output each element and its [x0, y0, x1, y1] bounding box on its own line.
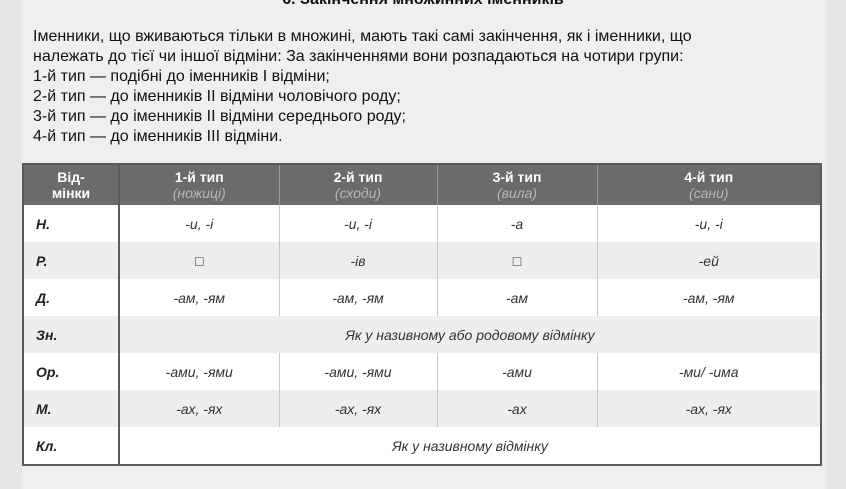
intro-line: належать до тієї чи іншої відміни: За за… — [33, 48, 684, 65]
table-row: Д. -ам, -ям -ам, -ям -ам -ам, -ям — [22, 279, 821, 316]
ending-cell: -ми/ -има — [596, 353, 821, 390]
header-type-1: 1-й тип (ножиці) — [118, 164, 279, 205]
ending-cell: -и, -і — [118, 205, 279, 242]
table-row: М. -ах, -ях -ах, -ях -ах -ах, -ях — [22, 390, 821, 427]
ending-cell: -ам, -ям — [596, 279, 821, 316]
intro-line: 2-й тип — до іменників ІІ відміни чолові… — [33, 88, 401, 105]
case-cell: Н. — [22, 205, 120, 242]
case-cell: М. — [22, 390, 120, 427]
ending-cell: -а — [436, 205, 597, 242]
ending-cell: -ами, -ями — [118, 353, 279, 390]
ending-cell: -ам, -ям — [118, 279, 279, 316]
table-header-row: Від-мінки 1-й тип (ножиці) 2-й тип (сходи)… — [22, 164, 821, 205]
table-row: Р. □ -ів □ -ей — [22, 242, 821, 279]
ending-cell: -ей — [596, 242, 821, 279]
section-title: 6. Закінчення множинних іменників — [0, 0, 846, 9]
ending-cell: -ах, -ях — [596, 390, 821, 427]
ending-cell: -ам — [436, 279, 597, 316]
intro-line: 1-й тип — подібні до іменників І відміни… — [33, 68, 330, 85]
case-cell: Ор. — [22, 353, 120, 390]
ending-cell: -ів — [278, 242, 437, 279]
merged-cell: Як у називному або родовому відмінку — [118, 316, 821, 353]
ending-cell: -и, -і — [596, 205, 821, 242]
ending-cell: □ — [436, 242, 597, 279]
table-row: Зн. Як у називному або родовому відмінку — [22, 316, 821, 353]
ending-cell: □ — [118, 242, 279, 279]
ending-cell: -ах — [436, 390, 597, 427]
ending-cell: -ах, -ях — [278, 390, 437, 427]
case-cell: Кл. — [22, 427, 120, 465]
header-type-3: 3-й тип (вила) — [436, 164, 597, 205]
intro-line: 3-й тип — до іменників ІІ відміни середн… — [33, 108, 406, 125]
merged-cell: Як у називному відмінку — [118, 427, 821, 465]
table-row: Кл. Як у називному відмінку — [22, 427, 821, 465]
intro-line: 4-й тип — до іменників ІІІ відміни. — [33, 128, 283, 145]
ending-cell: -ах, -ях — [118, 390, 279, 427]
case-cell: Д. — [22, 279, 120, 316]
header-case: Від-мінки — [22, 164, 120, 205]
intro-text: Іменники, що вживаються тільки в множині… — [33, 27, 692, 147]
ending-cell: -и, -і — [278, 205, 437, 242]
header-type-2: 2-й тип (сходи) — [278, 164, 437, 205]
table-row: Ор. -ами, -ями -ами, -ями -ами -ми/ -има — [22, 353, 821, 390]
declension-table: Від-мінки 1-й тип (ножиці) 2-й тип (сходи)… — [22, 163, 822, 466]
ending-cell: -ами — [436, 353, 597, 390]
intro-line: Іменники, що вживаються тільки в множині… — [33, 28, 692, 45]
ending-cell: -ам, -ям — [278, 279, 437, 316]
header-type-4: 4-й тип (сани) — [596, 164, 821, 205]
case-cell: Зн. — [22, 316, 120, 353]
table-row: Н. -и, -і -и, -і -а -и, -і — [22, 205, 821, 242]
ending-cell: -ами, -ями — [278, 353, 437, 390]
case-cell: Р. — [22, 242, 120, 279]
